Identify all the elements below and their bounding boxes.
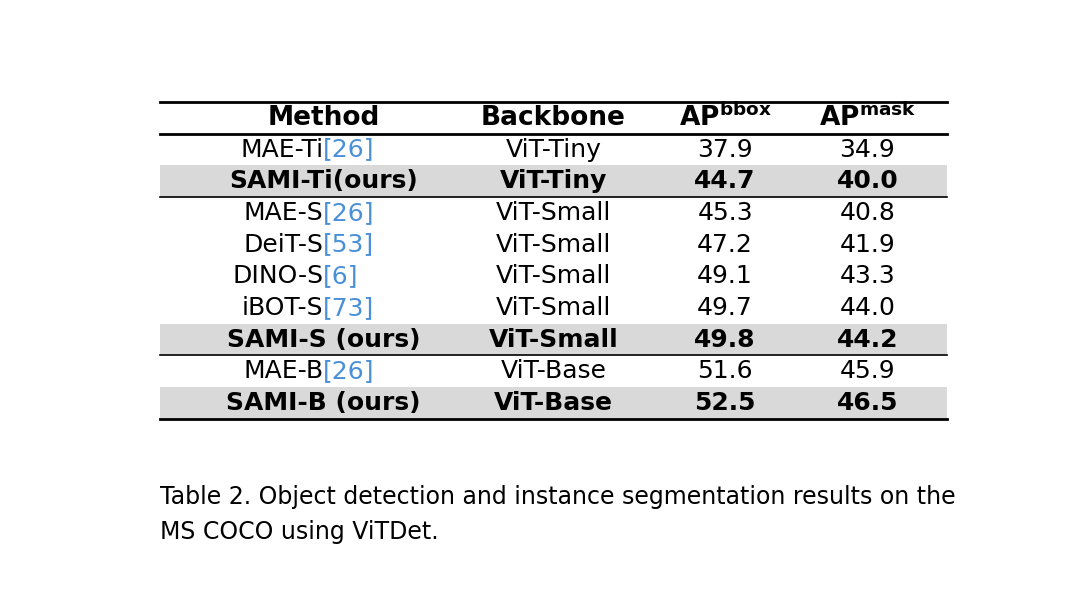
Text: SAMI-B (ours): SAMI-B (ours) — [226, 391, 420, 415]
Text: 49.8: 49.8 — [694, 328, 756, 352]
Text: DINO-S: DINO-S — [232, 264, 323, 288]
Text: [53]: [53] — [323, 233, 375, 257]
Text: DeiT-S: DeiT-S — [243, 233, 323, 257]
Text: 49.7: 49.7 — [698, 296, 753, 320]
Text: ViT-Small: ViT-Small — [496, 296, 611, 320]
Text: MAE-B: MAE-B — [243, 359, 323, 383]
Text: ViT-Tiny: ViT-Tiny — [500, 169, 607, 193]
Text: 44.7: 44.7 — [694, 169, 756, 193]
Text: 43.3: 43.3 — [839, 264, 895, 288]
Text: [73]: [73] — [323, 296, 375, 320]
Text: 45.9: 45.9 — [839, 359, 895, 383]
Text: ViT-Base: ViT-Base — [494, 391, 613, 415]
Bar — [160, 324, 947, 356]
Text: ViT-Small: ViT-Small — [488, 328, 619, 352]
Text: ViT-Small: ViT-Small — [496, 233, 611, 257]
Text: [6]: [6] — [323, 264, 359, 288]
Text: ViT-Tiny: ViT-Tiny — [505, 138, 602, 161]
Text: MAE-S: MAE-S — [244, 201, 323, 225]
Text: ViT-Base: ViT-Base — [500, 359, 607, 383]
Text: [26]: [26] — [323, 359, 375, 383]
Text: 34.9: 34.9 — [839, 138, 895, 161]
Text: AP$^{\mathregular{bbox}}$: AP$^{\mathregular{bbox}}$ — [678, 104, 771, 132]
Text: Table 2. Object detection and instance segmentation results on the
MS COCO using: Table 2. Object detection and instance s… — [160, 485, 956, 545]
Text: 45.3: 45.3 — [698, 201, 753, 225]
Text: 47.2: 47.2 — [698, 233, 753, 257]
Text: 44.0: 44.0 — [839, 296, 895, 320]
Text: 46.5: 46.5 — [837, 391, 899, 415]
Text: 49.1: 49.1 — [698, 264, 753, 288]
Text: ViT-Small: ViT-Small — [496, 201, 611, 225]
Text: AP$^{\mathregular{mask}}$: AP$^{\mathregular{mask}}$ — [819, 104, 916, 132]
Text: 52.5: 52.5 — [694, 391, 756, 415]
Text: [26]: [26] — [323, 201, 375, 225]
Text: 41.9: 41.9 — [839, 233, 895, 257]
Bar — [160, 387, 947, 419]
Text: 40.0: 40.0 — [837, 169, 899, 193]
Text: iBOT-S: iBOT-S — [242, 296, 323, 320]
Text: 44.2: 44.2 — [837, 328, 899, 352]
Bar — [160, 165, 947, 197]
Text: ViT-Small: ViT-Small — [496, 264, 611, 288]
Text: SAMI-S (ours): SAMI-S (ours) — [227, 328, 420, 352]
Text: SAMI-Ti(ours): SAMI-Ti(ours) — [229, 169, 418, 193]
Text: [26]: [26] — [323, 138, 375, 161]
Text: MAE-Ti: MAE-Ti — [240, 138, 323, 161]
Text: 51.6: 51.6 — [698, 359, 753, 383]
Text: Backbone: Backbone — [481, 105, 626, 131]
Text: Method: Method — [267, 105, 379, 131]
Text: 40.8: 40.8 — [839, 201, 895, 225]
Text: 37.9: 37.9 — [698, 138, 753, 161]
